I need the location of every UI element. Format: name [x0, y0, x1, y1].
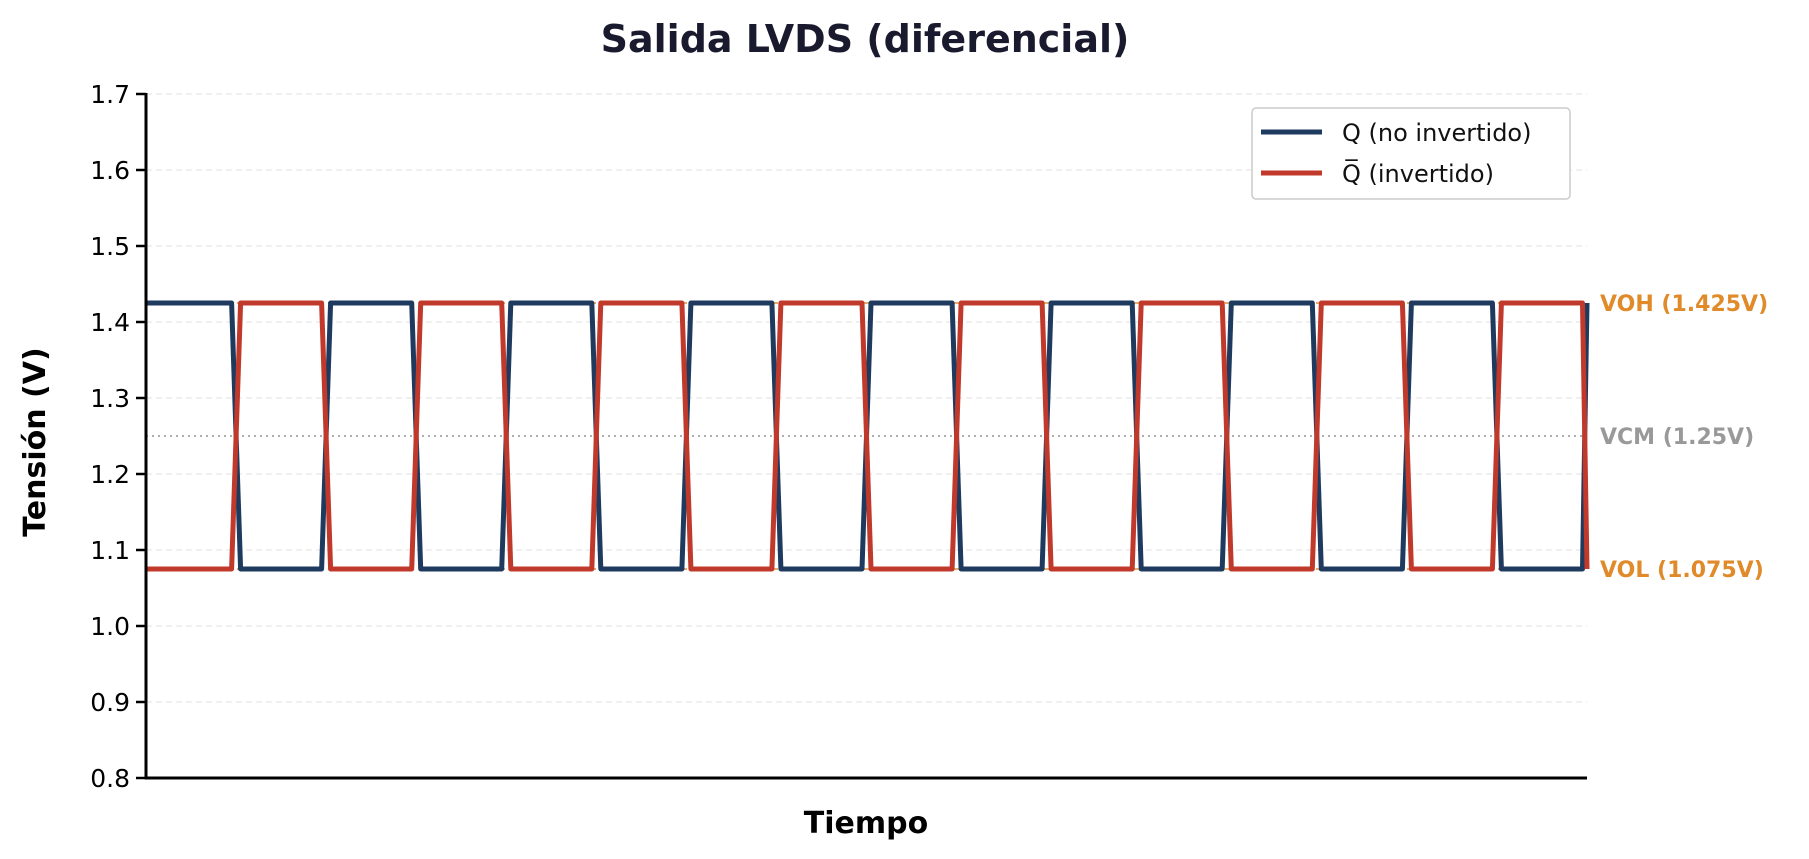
- series-line-1: [146, 300, 1590, 572]
- y-tick-label: 1.4: [90, 308, 130, 337]
- x-axis-label: Tiempo: [804, 806, 928, 841]
- y-tick-label: 0.9: [90, 688, 130, 717]
- y-tick-label: 1.7: [90, 80, 130, 109]
- y-axis-label: Tensión (V): [18, 347, 53, 536]
- y-tick-label: 1.5: [90, 232, 130, 261]
- ref-label-vcm: VCM (1.25V): [1600, 425, 1754, 450]
- legend-label-q: Q (no invertido): [1342, 119, 1531, 147]
- series-line-0: [146, 300, 1590, 572]
- y-axis-ticks: 0.8 0.9 1.0 1.1 1.2 1.3 1.4 1.5 1.6 1.7: [90, 80, 146, 793]
- y-tick-label: 1.0: [90, 612, 130, 641]
- axes: [144, 93, 1587, 780]
- legend-box: [1251, 107, 1571, 200]
- y-tick-label: 1.2: [90, 460, 130, 489]
- ref-label-voh: VOH (1.425V): [1600, 292, 1768, 317]
- waveform-series: [146, 300, 1590, 572]
- legend-label-qbar: Q̅ (invertido): [1342, 159, 1494, 188]
- y-tick-label: 1.1: [90, 536, 130, 565]
- chart-title: Salida LVDS (diferencial): [601, 17, 1130, 61]
- reference-labels: VOH (1.425V) VCM (1.25V) VOL (1.075V): [1600, 292, 1768, 583]
- ref-label-vol: VOL (1.075V): [1600, 558, 1764, 583]
- y-tick-label: 1.3: [90, 384, 130, 413]
- y-tick-label: 0.8: [90, 764, 130, 793]
- y-tick-label: 1.6: [90, 156, 130, 185]
- legend: Q (no invertido) Q̅ (invertido): [1251, 107, 1571, 200]
